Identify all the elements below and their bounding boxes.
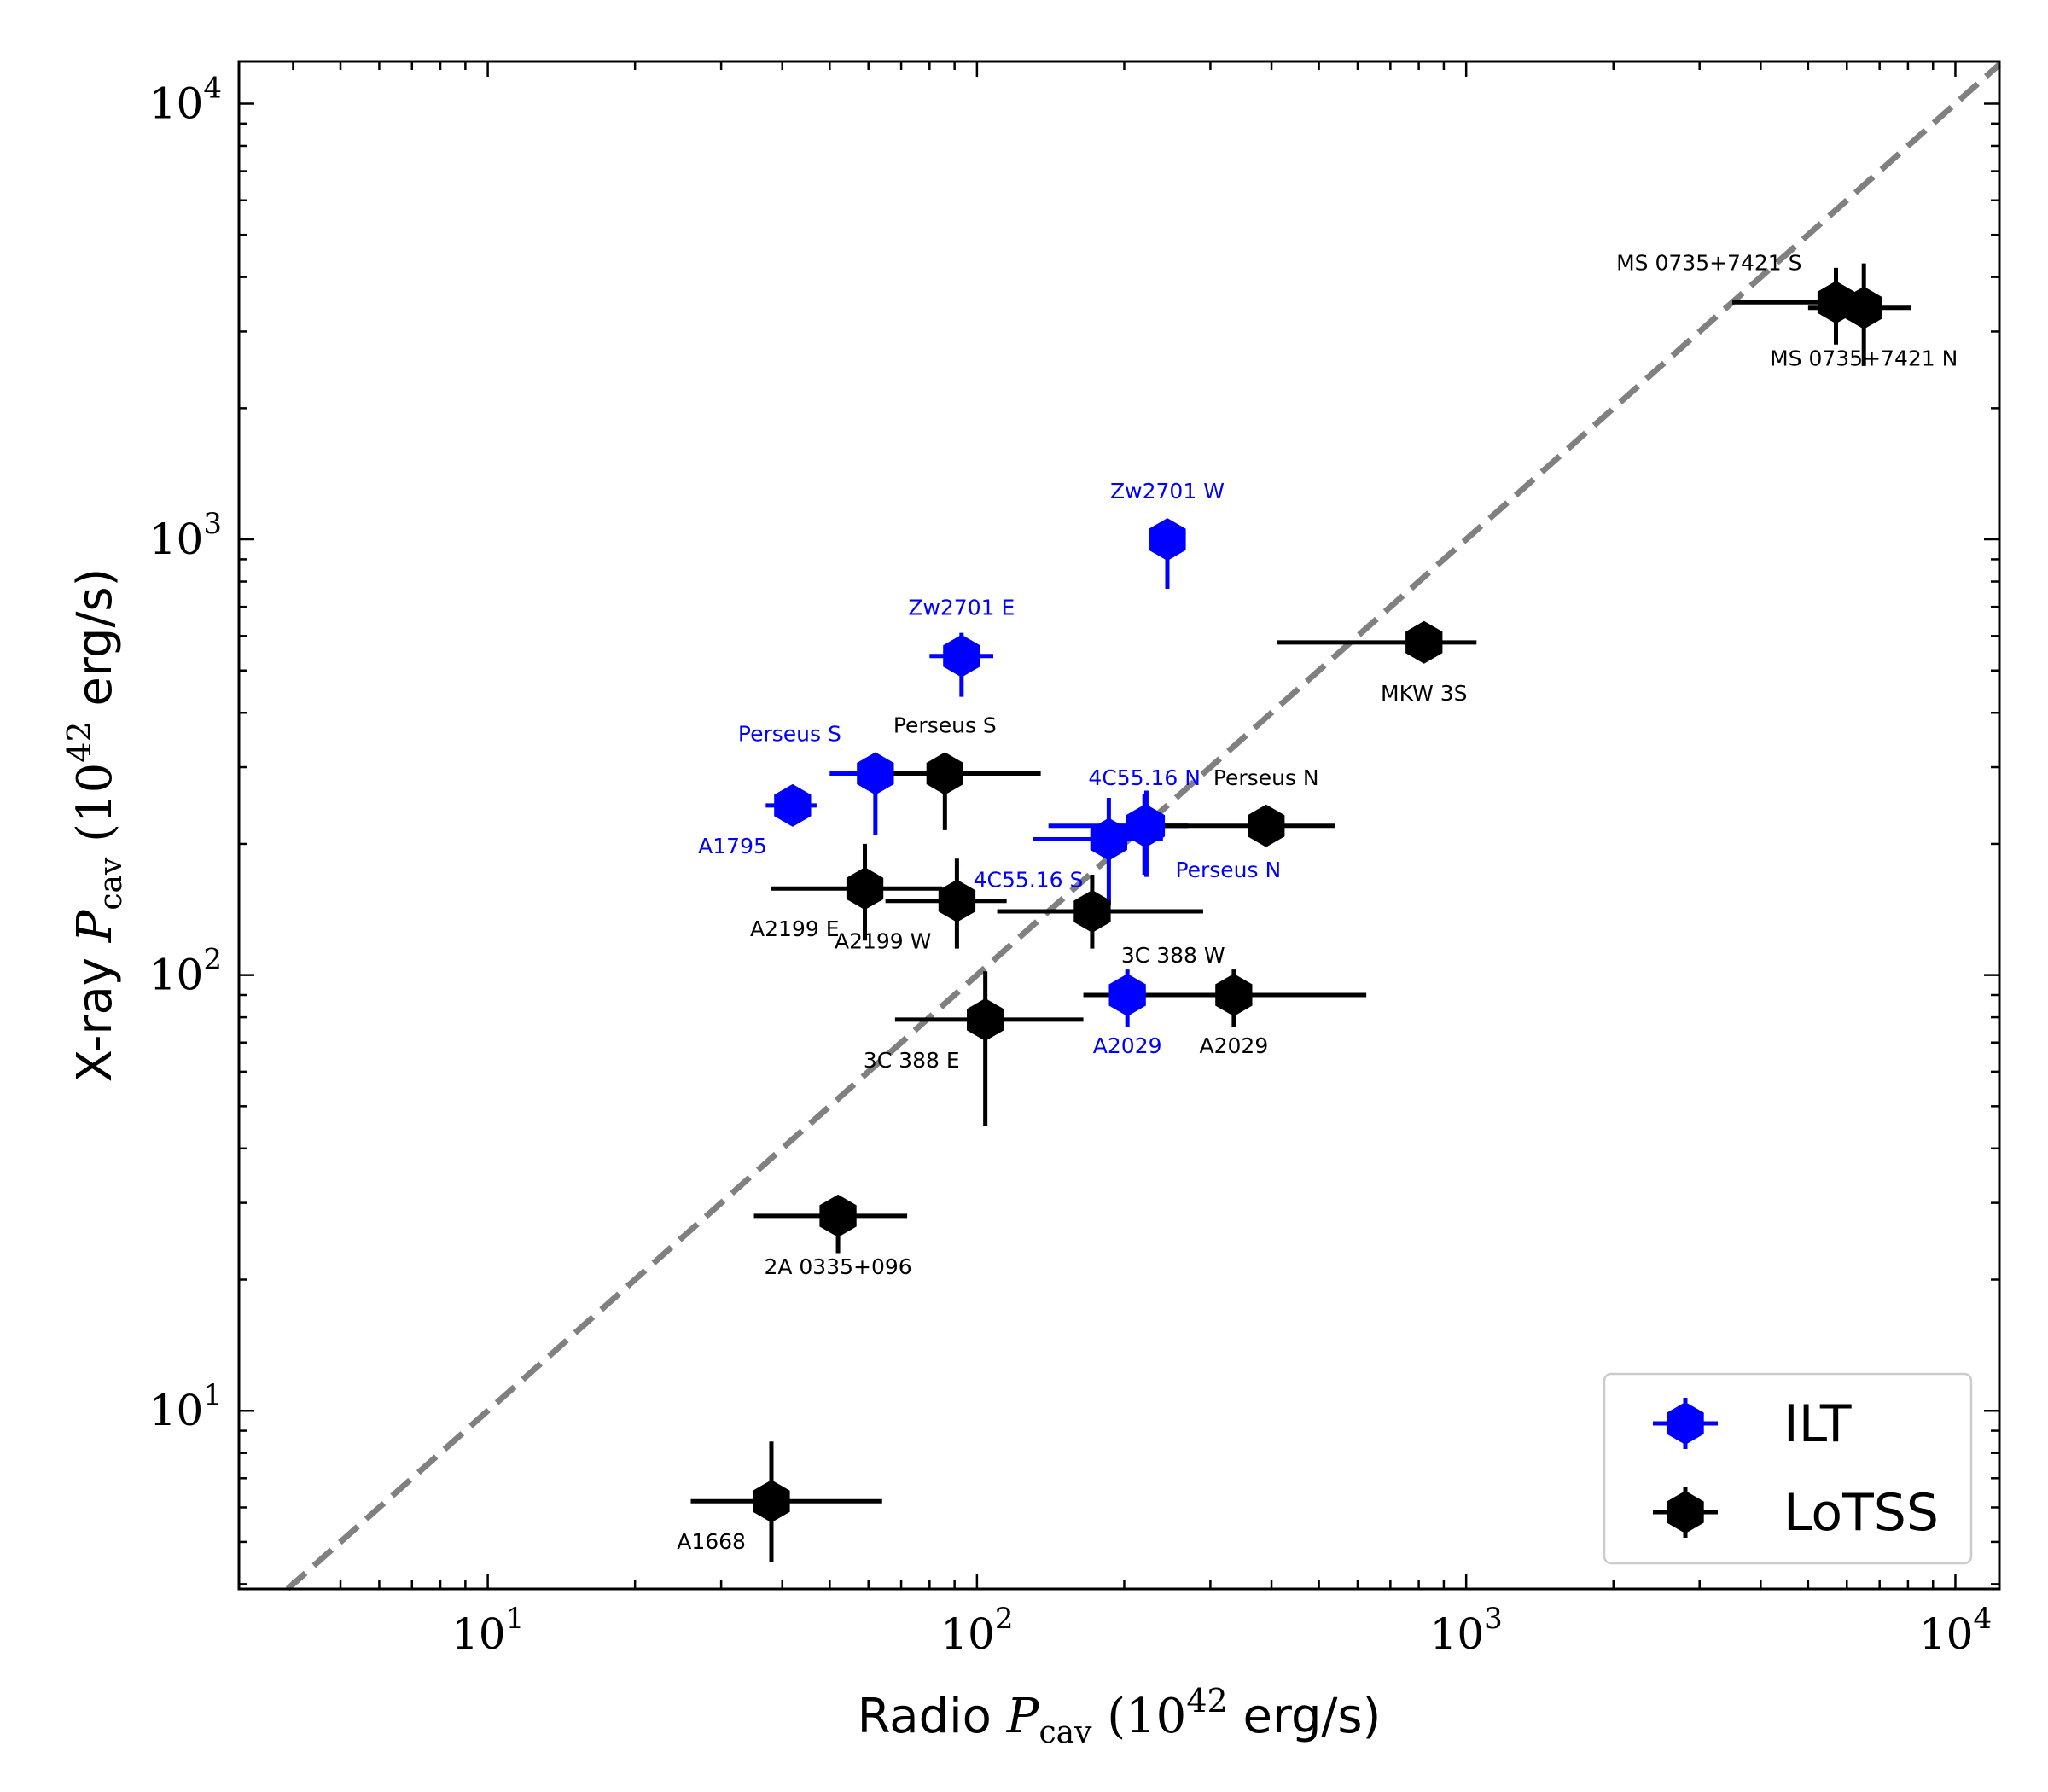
data-point-label: A2029 — [1093, 1033, 1162, 1058]
data-point-marker — [967, 998, 1004, 1041]
data-point-marker — [846, 867, 884, 911]
data-point-label: 2A 0335+096 — [764, 1254, 911, 1279]
reference-line-layer — [285, 61, 2002, 1591]
legend-entry-label: LoTSS — [1783, 1483, 1939, 1543]
data-point-marker — [1090, 817, 1127, 861]
data-point-label: A2199 W — [835, 929, 931, 954]
axis-ticks: 101 102 103 104 101 102 103 104 — [149, 61, 1999, 1659]
data-point-label: Perseus S — [893, 713, 997, 738]
data-point-marker — [1149, 518, 1186, 561]
data-point-label: Zw2701 W — [1110, 479, 1225, 503]
data-point-label: A2199 E — [750, 916, 839, 941]
data-point-marker — [1405, 620, 1443, 664]
data-point-marker — [819, 1194, 857, 1237]
data-point-label: MKW 3S — [1381, 681, 1468, 706]
data-point-label: A1795 — [698, 834, 767, 858]
x-tick-label: 102 — [940, 1602, 1013, 1659]
data-point-marker — [1215, 974, 1253, 1016]
plot-frame — [237, 60, 2001, 1591]
data-point-marker — [774, 783, 812, 827]
data-point-label: Zw2701 E — [908, 596, 1015, 620]
data-point-marker — [1127, 804, 1166, 847]
data-point-label: 3C 388 W — [1121, 943, 1225, 968]
data-point-label: 3C 388 E — [864, 1048, 960, 1073]
data-point-label: 4C55.16 S — [974, 867, 1084, 892]
x-tick-label: 104 — [1919, 1602, 1992, 1659]
data-point-label: Perseus S — [738, 722, 841, 747]
data-point-label: MS 0735+7421 N — [1770, 346, 1958, 371]
y-tick-label: 104 — [149, 71, 222, 128]
data-point-label: Perseus N — [1213, 765, 1319, 790]
x-tick-label: 103 — [1430, 1602, 1503, 1659]
x-axis-title: Radio Pcav (1042 erg/s) — [858, 1682, 1382, 1750]
legend-entry-label: ILT — [1783, 1394, 1852, 1454]
x-tick-label: 101 — [451, 1602, 524, 1659]
data-point-marker — [943, 634, 980, 678]
data-point-marker — [1845, 286, 1882, 329]
legend-marker — [1667, 1491, 1704, 1533]
data-point-marker — [1248, 804, 1285, 847]
data-point-label: Perseus N — [1175, 858, 1281, 882]
data-point-label: 4C55.16 N — [1088, 765, 1201, 790]
y-tick-label: 103 — [149, 507, 222, 564]
data-point-marker — [1817, 281, 1855, 324]
errorbar-layer — [690, 263, 1911, 1562]
data-point-marker — [1073, 890, 1111, 933]
point-label-layer: Zw2701 W Zw2701 E Perseus S A1795 4C55.16 N 4… — [677, 250, 1958, 1554]
marker-layer — [753, 281, 1882, 1523]
data-point-label: A1668 — [677, 1529, 746, 1554]
data-point-label: MS 0735+7421 S — [1616, 250, 1801, 275]
data-point-marker — [753, 1480, 790, 1523]
one-to-one-reference-line — [285, 61, 2002, 1591]
legend-marker — [1667, 1402, 1704, 1445]
y-tick-label: 102 — [149, 943, 222, 1000]
legend: ILT LoTSS — [1603, 1372, 1973, 1565]
data-point-marker — [857, 752, 894, 795]
data-point-label: A2029 — [1200, 1033, 1269, 1058]
y-axis-title: X-ray Pcav (1042 erg/s) — [61, 568, 129, 1083]
data-point-marker — [926, 752, 963, 795]
data-point-marker — [1108, 974, 1146, 1016]
y-tick-label: 101 — [149, 1378, 222, 1435]
data-point-marker — [938, 879, 976, 922]
